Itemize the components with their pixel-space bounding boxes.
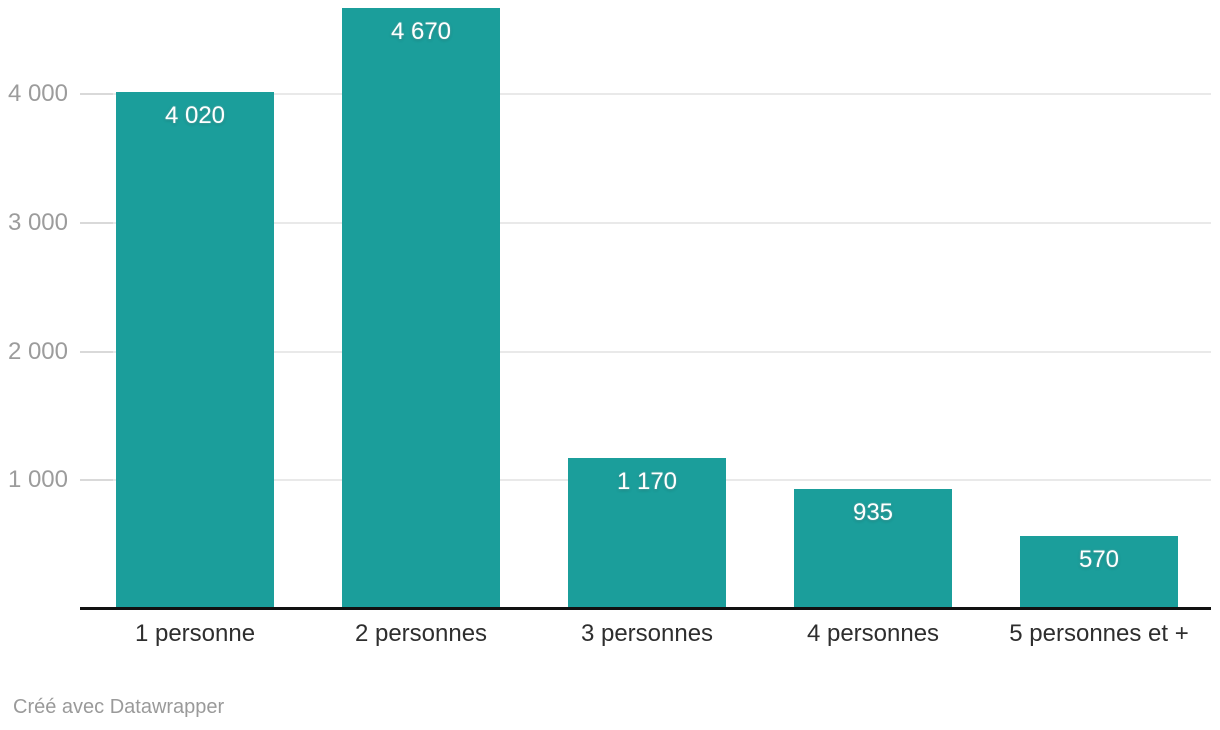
y-axis-tick [80, 93, 113, 95]
y-axis-tick-label: 3 000 [7, 209, 68, 236]
x-axis-label: 3 personnes [580, 620, 714, 647]
y-axis-tick [80, 351, 113, 353]
x-axis-line [80, 607, 1211, 610]
y-gridline [80, 222, 1211, 224]
y-gridline [80, 351, 1211, 353]
bar-value-label: 4 670 [390, 18, 452, 45]
y-axis-tick-label: 4 000 [7, 80, 68, 107]
y-axis-tick-label: 1 000 [7, 466, 68, 493]
bar[interactable]: 1 170 [568, 458, 726, 609]
bar-value-label: 4 020 [164, 102, 226, 129]
bar[interactable]: 4 020 [116, 92, 274, 609]
bar-value-label: 935 [852, 499, 894, 526]
x-axis-label: 4 personnes [806, 620, 940, 647]
x-axis-label: 1 personne [134, 620, 256, 647]
bar[interactable]: 935 [794, 489, 952, 609]
datawrapper-attribution-link[interactable]: Créé avec Datawrapper [13, 696, 225, 718]
bar-value-label: 1 170 [616, 468, 678, 495]
y-axis-tick [80, 479, 113, 481]
y-gridline [80, 93, 1211, 95]
x-axis-label: 5 personnes et + [1009, 620, 1189, 647]
bar[interactable]: 570 [1020, 536, 1178, 609]
bar-value-label: 570 [1078, 546, 1120, 573]
x-axis-label: 2 personnes [354, 620, 488, 647]
y-axis-tick-label: 2 000 [7, 338, 68, 365]
y-axis-tick [80, 222, 113, 224]
bar[interactable]: 4 670 [342, 8, 500, 609]
